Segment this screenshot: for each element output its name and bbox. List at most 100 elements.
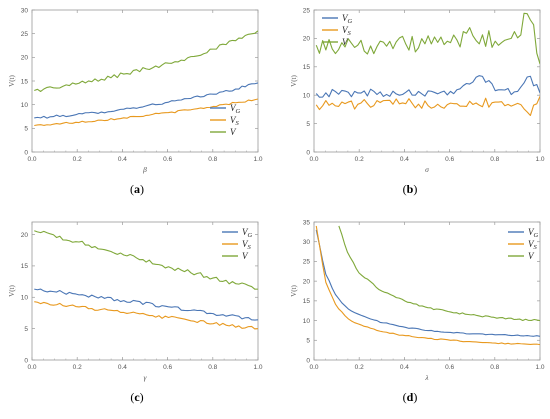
x-axis-label: β <box>142 165 147 174</box>
plot-frame <box>31 9 259 153</box>
y-tick-label: 35 <box>303 219 311 226</box>
series-line-V_S <box>315 96 540 117</box>
legend-label-main: V <box>528 251 535 261</box>
y-tick-label: 20 <box>21 232 29 239</box>
y-tick-label: 5 <box>24 326 28 333</box>
legend-label-V_S: VS <box>342 25 352 37</box>
y-axis-label: V(t) <box>290 285 298 297</box>
y-tick-label: 25 <box>303 7 311 14</box>
y-tick-label: 20 <box>21 55 29 62</box>
y-axis-label: V(t) <box>290 75 298 87</box>
legend-label-sub: S <box>248 244 252 251</box>
x-tick-label: 0.4 <box>118 156 127 163</box>
y-axis-label: V(t) <box>8 285 16 297</box>
series-line-V <box>34 230 258 290</box>
x-tick-label: 0.4 <box>118 364 127 371</box>
panel-label-letter: a <box>134 182 140 196</box>
series-line-V_S <box>315 225 540 346</box>
y-tick-label: 15 <box>21 263 29 270</box>
x-tick-label: 0.8 <box>490 364 499 371</box>
x-tick-label: 1.0 <box>253 156 262 163</box>
x-tick-label: 0.2 <box>355 364 364 371</box>
y-tick-label: 25 <box>21 31 29 38</box>
x-tick-label: 0.2 <box>73 364 82 371</box>
panel-label-open: ( <box>403 182 407 196</box>
legend-label-main: V <box>528 239 535 249</box>
x-tick-label: 0.0 <box>27 364 36 371</box>
panel-label-c: (c) <box>130 390 143 404</box>
x-tick-label: 0.8 <box>490 156 499 163</box>
y-tick-label: 0 <box>24 149 28 156</box>
x-tick-label: 1.0 <box>535 156 544 163</box>
legend-label-sub: G <box>534 232 539 239</box>
panel-label-close: ) <box>413 390 417 404</box>
legend-label-V_S: VS <box>242 239 252 251</box>
y-tick-label: 20 <box>303 278 311 285</box>
legend-label-main: V <box>528 227 535 237</box>
y-axis-label: V(t) <box>8 75 16 87</box>
legend-label-sub: G <box>236 108 241 115</box>
x-tick-label: 0.0 <box>309 364 318 371</box>
x-tick-label: 0.0 <box>27 156 36 163</box>
y-tick-label: 15 <box>21 78 29 85</box>
panel-d: 0.0 0.2 0.4 0.6 0.8 1.005101520253035λV(t)VGV… <box>290 219 545 404</box>
series-line-V_S <box>34 98 258 127</box>
legend-label-V_S: VS <box>528 239 538 251</box>
legend-label-main: V <box>342 13 349 23</box>
x-tick-label: 0.4 <box>400 364 409 371</box>
y-tick-label: 0 <box>24 357 28 364</box>
legend-label-main: V <box>242 239 249 249</box>
legend-label-V: V <box>342 37 349 47</box>
legend-label-main: V <box>242 251 249 261</box>
panel-label-letter: d <box>407 390 414 404</box>
legend-label-V: V <box>242 251 249 261</box>
plot-frame <box>313 221 541 361</box>
x-axis-label: γ <box>144 373 148 382</box>
y-tick-label: 30 <box>21 7 29 14</box>
legend-label-sub: S <box>348 30 352 37</box>
series-line-V_G <box>34 288 258 321</box>
legend-label-main: V <box>242 227 249 237</box>
legend-label-sub: S <box>534 244 538 251</box>
y-tick-label: 20 <box>303 36 311 43</box>
panel-label-a: (a) <box>130 182 144 196</box>
series-line-V_S <box>34 301 258 330</box>
y-tick-label: 5 <box>306 338 310 345</box>
legend-label-main: V <box>230 103 237 113</box>
panel-label-letter: b <box>407 182 414 196</box>
legend-label-V_G: VG <box>230 103 241 115</box>
panel-label-open: ( <box>403 390 407 404</box>
y-tick-label: 10 <box>21 295 29 302</box>
series-line-V <box>315 12 540 65</box>
x-tick-label: 0.8 <box>208 364 217 371</box>
x-tick-label: 0.6 <box>163 156 172 163</box>
series-line-V_G <box>315 75 540 98</box>
x-tick-label: 1.0 <box>253 364 262 371</box>
legend-label-V_G: VG <box>528 227 539 239</box>
panel-label-letter: c <box>134 390 140 404</box>
x-axis-label: σ <box>425 165 429 174</box>
panel-label-open: ( <box>130 390 134 404</box>
x-tick-label: 0.6 <box>445 156 454 163</box>
x-tick-label: 0.8 <box>208 156 217 163</box>
y-tick-label: 15 <box>303 64 311 71</box>
x-tick-label: 0.6 <box>445 364 454 371</box>
y-tick-label: 0 <box>306 149 310 156</box>
panel-label-open: ( <box>130 182 134 196</box>
y-tick-label: 15 <box>303 298 311 305</box>
legend-label-main: V <box>230 115 237 125</box>
x-tick-label: 0.4 <box>400 156 409 163</box>
plot-frame <box>31 221 259 361</box>
legend-label-V_S: VS <box>230 115 240 127</box>
panel-label-close: ) <box>140 182 144 196</box>
series-line-V <box>338 225 540 322</box>
x-axis-label: λ <box>424 373 429 382</box>
panel-label-close: ) <box>413 182 417 196</box>
y-tick-label: 0 <box>306 357 310 364</box>
y-tick-label: 10 <box>21 102 29 109</box>
legend-label-sub: G <box>248 232 253 239</box>
legend-label-sub: S <box>236 120 240 127</box>
y-tick-label: 5 <box>24 126 28 133</box>
